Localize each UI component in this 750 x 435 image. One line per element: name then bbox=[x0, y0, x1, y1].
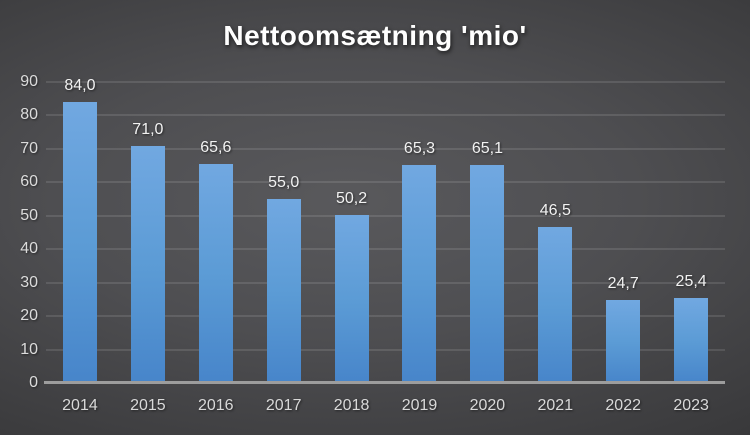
gridline bbox=[46, 148, 725, 150]
x-axis-category-label: 2021 bbox=[537, 397, 574, 414]
y-axis-tick-label: 90 bbox=[20, 73, 38, 90]
x-axis-category-label: 2020 bbox=[469, 397, 506, 414]
bar-value-label: 65,3 bbox=[403, 139, 436, 157]
x-axis-category-label: 2015 bbox=[130, 397, 166, 414]
bar-value-label: 24,7 bbox=[607, 275, 639, 293]
bar-value-label: 55,0 bbox=[268, 174, 300, 192]
y-axis-labels: 0 10 20 30 40 50 60 70 80 90 bbox=[0, 73, 38, 391]
bar-2023 bbox=[674, 298, 709, 383]
bar-slot: 50,2 bbox=[318, 82, 386, 383]
bar-slot: 65,6 bbox=[182, 82, 250, 383]
y-axis-tick-label: 0 bbox=[29, 374, 38, 391]
bar-2022 bbox=[606, 300, 641, 383]
bar-slot: 24,7 bbox=[589, 82, 657, 383]
bar-2019 bbox=[402, 164, 437, 383]
y-axis-tick-label: 50 bbox=[20, 206, 38, 224]
bar-value-label: 71,0 bbox=[132, 120, 164, 138]
gridline bbox=[46, 248, 725, 250]
bar-2018 bbox=[334, 215, 369, 383]
bar-value-label: 25,4 bbox=[675, 273, 707, 291]
bar-slot: 65,3 bbox=[386, 82, 454, 383]
bar-slot: 65,1 bbox=[453, 82, 521, 383]
bar-value-label: 84,0 bbox=[64, 77, 96, 95]
y-axis-tick-label: 20 bbox=[20, 307, 38, 325]
bar-value-label: 65,6 bbox=[200, 138, 232, 156]
bar-slot: 55,0 bbox=[250, 82, 318, 383]
bar-2021 bbox=[538, 227, 573, 383]
y-axis-tick-label: 40 bbox=[20, 240, 38, 258]
y-axis-tick-label: 70 bbox=[20, 139, 38, 157]
gridlines bbox=[46, 81, 725, 383]
y-axis-tick-label: 30 bbox=[20, 273, 38, 291]
x-axis-category-label: 2016 bbox=[197, 397, 234, 414]
gridline bbox=[46, 315, 725, 317]
x-axis-labels: 2014 2015 2016 2017 2018 2019 2020 2021 2022 2023 bbox=[46, 397, 725, 415]
bar-value-label: 50,2 bbox=[336, 190, 368, 208]
bar-slot: 46,5 bbox=[521, 82, 589, 383]
x-axis-category-label: 2022 bbox=[605, 397, 641, 414]
plot-area: 84,0 71,0 65,6 55,0 50,2 65,3 65,1 46,5 24,7 25,4 bbox=[44, 77, 725, 384]
chart-title: Nettoomsætning 'mio' bbox=[223, 20, 527, 51]
y-axis-tick-label: 60 bbox=[20, 173, 38, 191]
y-axis-tick-label: 80 bbox=[20, 106, 38, 124]
bar-2020 bbox=[470, 165, 505, 383]
x-axis-category-label: 2023 bbox=[673, 397, 709, 414]
gridline bbox=[46, 282, 725, 284]
gridline bbox=[46, 81, 725, 83]
gridline bbox=[46, 114, 725, 116]
bar-slot: 84,0 bbox=[46, 77, 114, 383]
bar-slot: 71,0 bbox=[114, 82, 182, 383]
bar-slot: 25,4 bbox=[657, 82, 725, 383]
x-axis-line bbox=[44, 381, 725, 384]
bar-value-label: 65,1 bbox=[471, 140, 503, 158]
bar-2015 bbox=[130, 145, 165, 383]
x-axis-category-label: 2017 bbox=[265, 397, 302, 414]
bar-2016 bbox=[198, 163, 233, 383]
gridline bbox=[46, 349, 725, 351]
x-axis-category-label: 2018 bbox=[333, 397, 370, 414]
gridline bbox=[46, 181, 725, 183]
bar-2014 bbox=[62, 102, 97, 383]
gridline bbox=[46, 215, 725, 217]
bar-2017 bbox=[266, 199, 301, 383]
x-axis-category-label: 2019 bbox=[401, 397, 438, 414]
x-axis-category-label: 2014 bbox=[62, 397, 98, 414]
bar-value-label: 46,5 bbox=[539, 202, 571, 220]
bars: 84,0 71,0 65,6 55,0 50,2 65,3 65,1 46,5 24,7 25,4 bbox=[46, 77, 725, 383]
y-axis-tick-label: 10 bbox=[20, 340, 38, 358]
